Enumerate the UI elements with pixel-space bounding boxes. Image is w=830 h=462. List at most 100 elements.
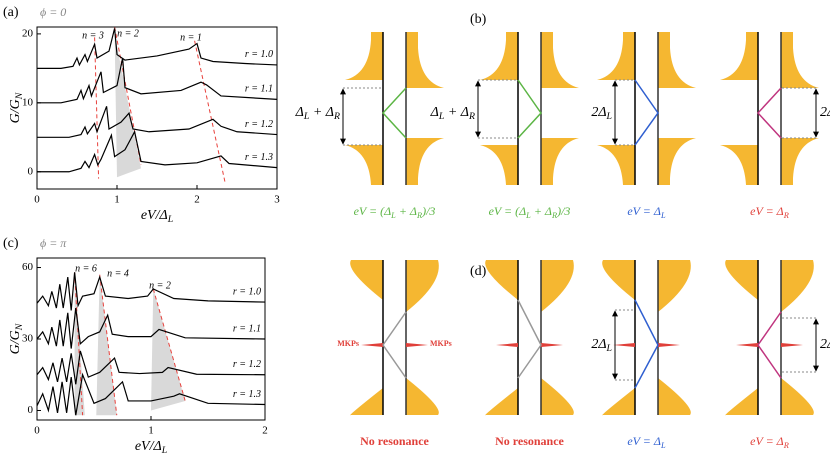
gap-label: ΔL + ΔR [430,105,475,122]
superconductor-dos [720,32,758,80]
superconductor-dos [406,260,439,312]
panel-subtitle: ϕ = π [40,236,67,250]
mkp-spike [781,343,803,347]
text-part: Δ [430,105,439,120]
series-line [37,130,278,173]
text-part: L [525,211,531,220]
gap-label: 2ΔR [820,337,830,354]
superconductor-dos [485,260,518,300]
x-axis-label: eV/ΔL [135,439,167,456]
panel-label: (a) [3,5,19,20]
superconductor-dos [350,260,383,300]
text-part: )/3 [421,204,435,218]
superconductor-dos [406,32,444,88]
gap-label: 2ΔL [591,337,612,354]
superconductor-dos [725,260,758,300]
superconductor-dos [658,260,691,312]
annotation: n = 2 [117,28,139,39]
transfer-path [517,299,542,379]
caption: eV = (ΔL + ΔR)/3 [354,204,436,220]
superconductor-dos [541,138,579,185]
mkp-spike [361,343,383,347]
superconductor-dos [781,32,819,88]
series-line [36,350,266,385]
text-part: L [390,211,396,220]
caption: eV = ΔR [750,204,789,220]
series-label: r = 1.2 [233,359,261,370]
annotation: n = 4 [107,268,129,279]
superconductor-dos [345,145,383,185]
series-label: r = 1.3 [233,389,261,400]
superconductor-dos [597,145,635,185]
guide-line [74,272,84,416]
gap-label: 2ΔL [591,105,612,122]
superconductor-dos [541,260,574,312]
y-axis-label: G/GN [8,323,25,354]
x-tick-label: 1 [114,194,120,206]
shaded-region [151,288,186,411]
series-line [37,28,278,69]
x-tick-label: 2 [262,425,268,437]
transfer-path [382,311,407,379]
text-part: L [303,111,309,122]
series-label: r = 1.0 [245,49,273,60]
series-label: r = 1.1 [233,323,261,334]
text-part: L [167,214,173,225]
caption: No resonance [495,434,564,448]
text-part: eV = Δ [750,204,784,218]
text-part: R [416,211,422,220]
text-part: eV = Δ [750,434,784,448]
y-tick-label: 0 [28,165,34,177]
text-part: L [606,111,612,122]
y-tick-label: 10 [22,96,34,108]
superconductor-dos [480,32,518,80]
gap-label: ΔL + ΔR [295,105,340,122]
mkp-spike [613,343,635,347]
text-part: N [14,323,25,331]
text-part: eV = Δ [627,434,661,448]
guide-line [152,288,186,402]
superconductor-dos [602,388,635,416]
superconductor-dos [658,32,696,88]
text-part: L [438,111,444,122]
caption: No resonance [360,434,429,448]
annotation: n = 1 [180,32,202,43]
panel-label: (b) [470,12,487,27]
superconductor-dos [406,378,439,415]
series-label: r = 1.2 [245,119,273,130]
series-line [36,272,266,311]
text-part: R [783,211,789,220]
guide-line [114,26,142,165]
superconductor-dos [720,145,758,185]
annotation: n = 6 [75,263,97,274]
mkp-spike [541,343,563,347]
superconductor-dos [781,378,814,415]
series-label: r = 1.1 [245,84,273,95]
text-part: 2Δ [820,337,830,352]
superconductor-dos [781,260,814,312]
text-part: G/G [8,330,23,354]
caption: eV = ΔR [750,434,789,450]
text-part: L [660,441,666,450]
transfer-path [634,79,659,146]
text-part: eV/Δ [135,439,162,454]
panel-subtitle: ϕ = 0 [40,5,66,19]
superconductor-dos [658,138,696,185]
text-part: G/G [8,99,23,123]
x-tick-label: 0 [34,194,40,206]
superconductor-dos [485,388,518,416]
transfer-path [517,79,542,139]
guide-line [99,274,118,416]
superconductor-dos [541,32,579,88]
superconductor-dos [725,388,758,416]
text-part: R [551,211,557,220]
x-axis-label: eV/ΔL [141,208,173,225]
y-tick-label: 20 [22,27,34,39]
superconductor-dos [541,378,574,415]
text-part: + Δ [444,105,469,120]
text-part: R [333,111,340,122]
caption: eV = ΔL [627,204,666,220]
superconductor-dos [658,378,691,415]
shaded-region [114,33,141,178]
